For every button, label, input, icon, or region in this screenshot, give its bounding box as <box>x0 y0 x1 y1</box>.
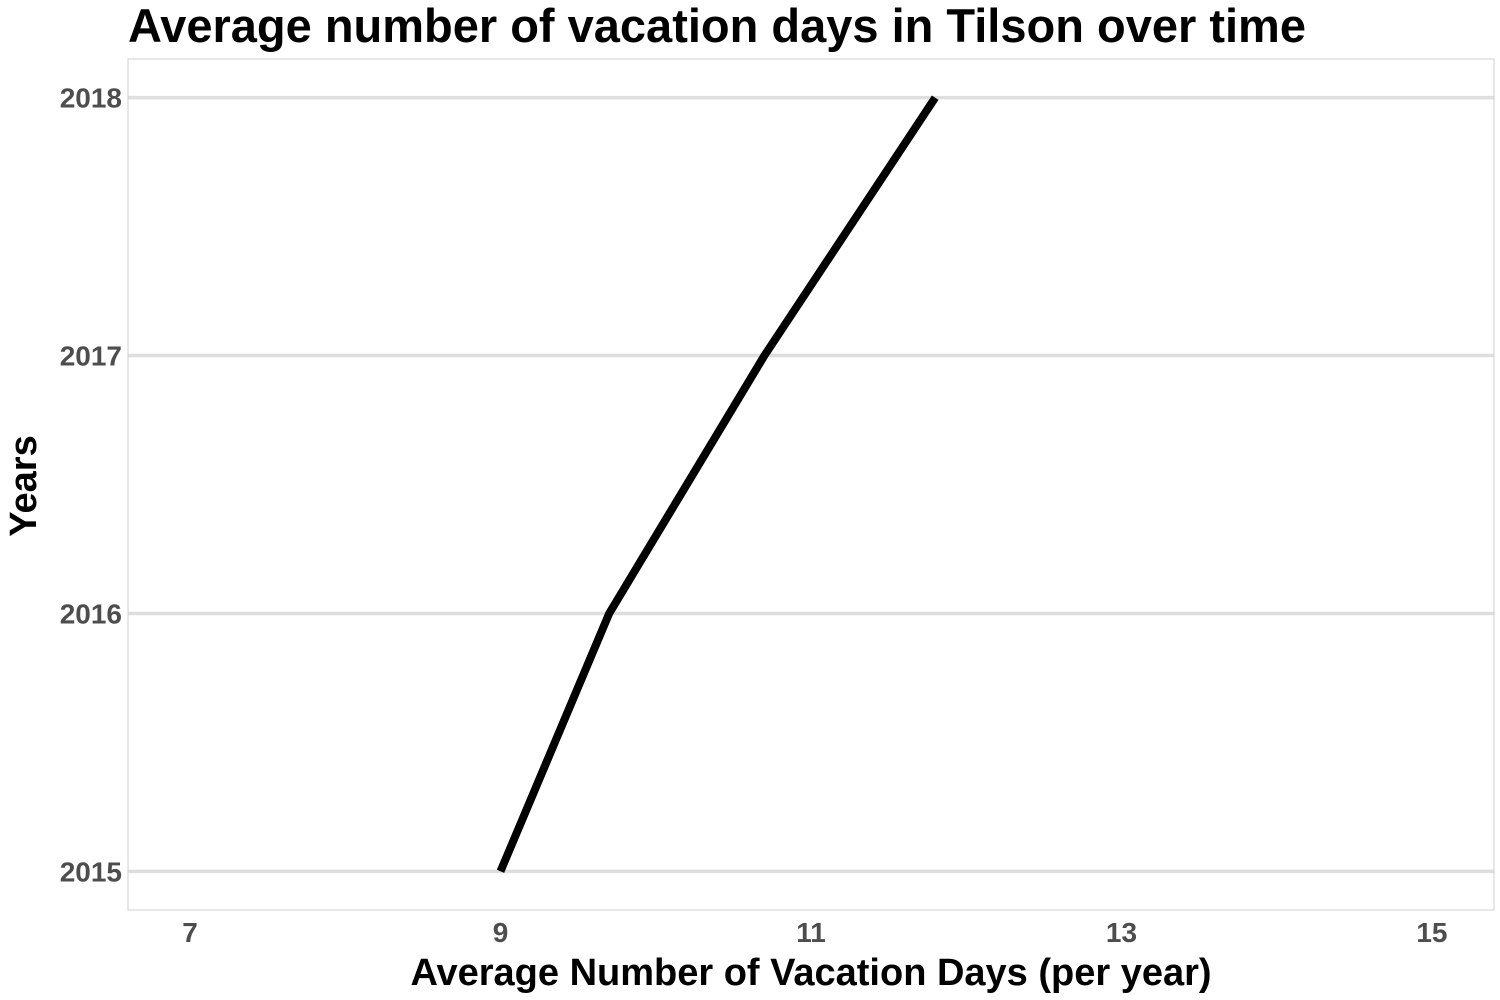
gridlines <box>128 95 1494 874</box>
y-axis-label: Years <box>3 435 45 536</box>
x-tick-label-15: 15 <box>1416 917 1447 948</box>
x-tick-label-9: 9 <box>493 917 509 948</box>
plot-panel-border <box>127 58 1495 911</box>
y-tick-labels: 2015 2016 2017 2018 <box>60 83 122 888</box>
y-tick-label-2017: 2017 <box>60 341 122 372</box>
x-tick-label-11: 11 <box>796 917 826 948</box>
x-axis-label: Average Number of Vacation Days (per yea… <box>410 952 1211 994</box>
y-tick-label-2015: 2015 <box>60 856 122 887</box>
x-tick-label-13: 13 <box>1106 917 1137 948</box>
x-tick-label-7: 7 <box>182 917 198 948</box>
y-tick-label-2016: 2016 <box>60 598 122 629</box>
x-tick-labels: 7 9 11 13 15 <box>182 917 1447 948</box>
series-line-0 <box>496 95 939 873</box>
y-tick-label-2018: 2018 <box>60 83 122 114</box>
series-layer <box>496 95 939 873</box>
chart-title: Average number of vacation days in Tilso… <box>128 0 1306 52</box>
